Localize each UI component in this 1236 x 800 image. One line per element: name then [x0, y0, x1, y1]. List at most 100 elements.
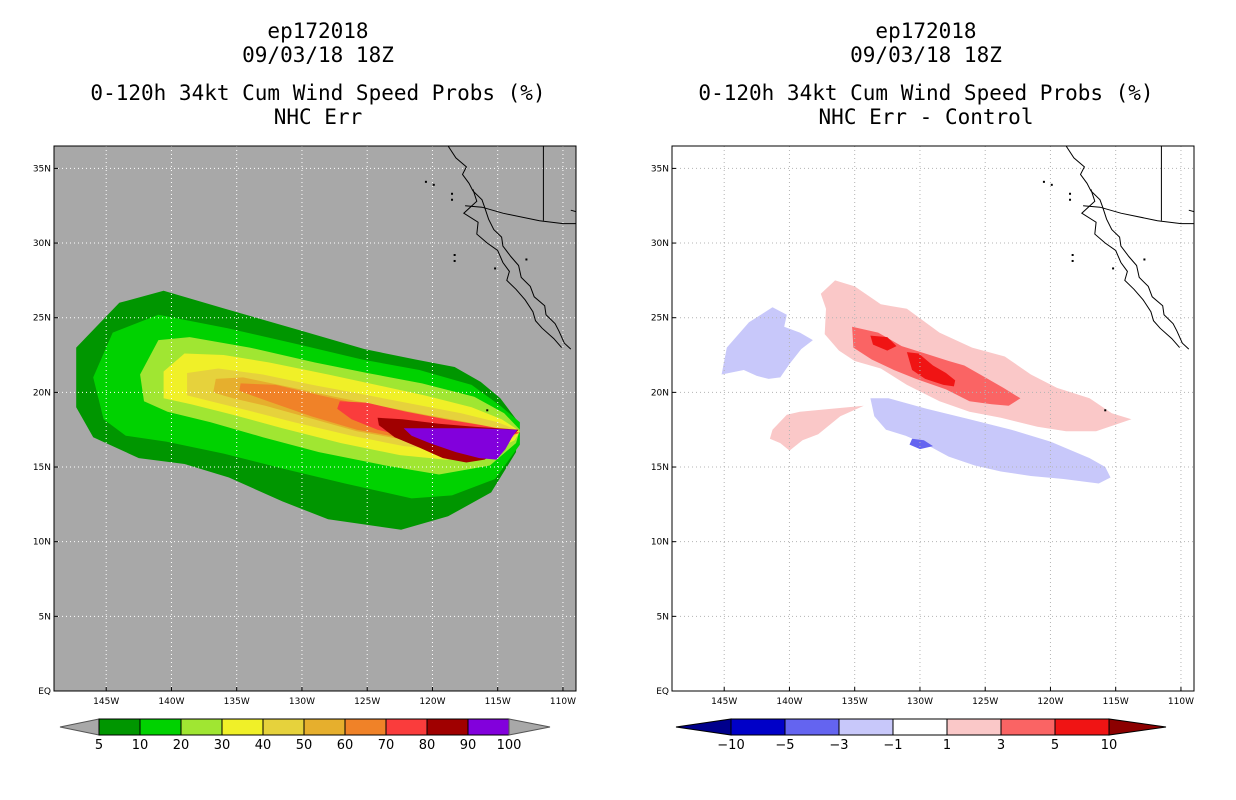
left-y-tick-label: 35N: [33, 164, 51, 174]
right-coastline-segment: [1080, 189, 1180, 348]
right-colorbar-label: −3: [829, 738, 848, 753]
left-coastline: [424, 146, 576, 412]
right-plot-frame: [671, 145, 1195, 692]
left-colorbar-swatch: [303, 718, 346, 736]
left-colorbar-swatch: [262, 718, 305, 736]
right-island: [1143, 258, 1146, 261]
right-contour-level-neg3-0: [721, 307, 813, 379]
left-coastline-segment: [462, 189, 562, 348]
right-colorbar-swatch: [946, 718, 1002, 736]
right-y-axis-ticks: EQ 5N 10N 15N 20N 25N 30N 35N: [651, 164, 676, 697]
right-colorbar-swatch: [892, 718, 948, 736]
right-y-tick-label: 25N: [651, 314, 669, 324]
right-colorbar-label: 5: [1051, 738, 1059, 753]
right-colorbar-swatch: [784, 718, 840, 736]
left-island: [453, 254, 456, 256]
right-x-tick-label: 125W: [972, 697, 998, 707]
left-coastline-segment: [447, 146, 572, 350]
left-case-id: ep172018: [267, 19, 369, 43]
right-island: [1050, 183, 1053, 186]
left-colorbar-swatch: [467, 718, 510, 736]
right-colorbar-label: 10: [1101, 738, 1118, 753]
left-y-tick-label: EQ: [38, 687, 51, 697]
left-x-tick-label: 125W: [354, 697, 380, 707]
right-y-tick-label: 10N: [651, 538, 669, 548]
right-island: [1104, 409, 1107, 412]
right-subtitle: NHC Err - Control: [818, 105, 1034, 129]
right-colorbar-swatch: [730, 718, 786, 736]
left-colorbar: 5 10 20 30 40 50 60 70 80 90 100: [59, 718, 551, 753]
left-island: [451, 198, 454, 201]
right-y-tick-label: 30N: [651, 239, 669, 249]
right-title-block: ep172018 09/03/18 18Z 0-120h 34kt Cum Wi…: [646, 19, 1206, 129]
left-colorbar-label: 60: [337, 738, 354, 753]
left-y-tick-label: 30N: [33, 239, 51, 249]
left-colorbar-end-low: [59, 718, 100, 736]
right-y-tick-label: 20N: [651, 388, 669, 398]
right-x-tick-label: 130W: [907, 697, 933, 707]
left-colorbar-label: 30: [214, 738, 231, 753]
left-datetime: 09/03/18 18Z: [242, 43, 394, 67]
left-colorbar-label: 5: [95, 738, 103, 753]
right-contour-level-5-6: [870, 335, 897, 351]
left-colorbar-label: 100: [497, 738, 522, 753]
right-island: [1071, 254, 1074, 256]
left-colorbar-label: 50: [296, 738, 313, 753]
left-colorbar-label: 70: [378, 738, 395, 753]
right-y-tick-label: 15N: [651, 463, 669, 473]
left-island: [494, 267, 497, 270]
right-island: [1069, 198, 1072, 201]
left-y-tick-label: 20N: [33, 388, 51, 398]
left-contour-level-90-9: [403, 428, 518, 460]
right-island: [1042, 180, 1045, 183]
left-colorbar-label: 80: [419, 738, 436, 753]
left-colorbar-swatch: [344, 718, 387, 736]
right-case-id: ep172018: [875, 19, 977, 43]
right-coastline: [1042, 146, 1194, 412]
right-colorbar-end-low: [675, 718, 732, 736]
left-colorbar-label: 40: [255, 738, 272, 753]
left-island: [432, 183, 435, 186]
left-product-title: 0-120h 34kt Cum Wind Speed Probs (%): [90, 81, 546, 105]
left-colorbar-label: 90: [460, 738, 477, 753]
right-colorbar: −10 −5 −3 −1 1 3 5 10: [675, 718, 1167, 753]
right-colorbar-label: 3: [997, 738, 1005, 753]
right-colorbar-end-high: [1108, 718, 1167, 736]
left-island: [525, 258, 528, 261]
right-x-tick-label: 110W: [1168, 697, 1194, 707]
left-plot-frame: [53, 145, 577, 692]
left-x-tick-label: 130W: [289, 697, 315, 707]
left-x-axis-ticks: 145W 140W 135W 130W 125W 120W 115W 110W: [93, 687, 576, 707]
right-colorbar-label: −5: [775, 738, 794, 753]
left-coastline-segment: [465, 205, 576, 225]
left-x-tick-label: 145W: [93, 697, 119, 707]
right-colorbar-label: −10: [717, 738, 744, 753]
left-x-tick-label: 110W: [550, 697, 576, 707]
left-y-tick-label: 10N: [33, 538, 51, 548]
left-subtitle: NHC Err: [273, 105, 363, 129]
left-island: [451, 192, 454, 195]
right-x-axis-ticks: 145W 140W 135W 130W 125W 120W 115W 110W: [711, 687, 1194, 707]
left-island: [453, 259, 456, 262]
right-contour-level-1-3: [820, 280, 1132, 432]
right-x-tick-label: 140W: [776, 697, 802, 707]
right-coastline-segment: [1065, 146, 1190, 350]
right-colorbar-swatch: [838, 718, 894, 736]
right-y-tick-label: 35N: [651, 164, 669, 174]
left-colorbar-swatch: [180, 718, 223, 736]
right-colorbar-label: 1: [943, 738, 951, 753]
right-y-tick-label: 5N: [657, 612, 669, 622]
right-contour-level-1-4: [769, 405, 864, 451]
left-island: [424, 180, 427, 183]
right-product-title: 0-120h 34kt Cum Wind Speed Probs (%): [698, 81, 1154, 105]
left-coastline-segment: [570, 209, 576, 223]
left-title-block: ep172018 09/03/18 18Z 0-120h 34kt Cum Wi…: [38, 19, 598, 129]
right-contour-level-neg5-2: [909, 438, 933, 450]
right-x-tick-label: 135W: [842, 697, 868, 707]
left-plot: 145W 140W 135W 130W 125W 120W 115W 110W EQ 5N 10N…: [33, 145, 577, 707]
right-colorbar-label: −1: [883, 738, 902, 753]
left-probability-fills: [76, 290, 520, 530]
left-y-tick-label: 15N: [33, 463, 51, 473]
left-colorbar-swatch: [221, 718, 264, 736]
left-x-tick-label: 120W: [419, 697, 445, 707]
